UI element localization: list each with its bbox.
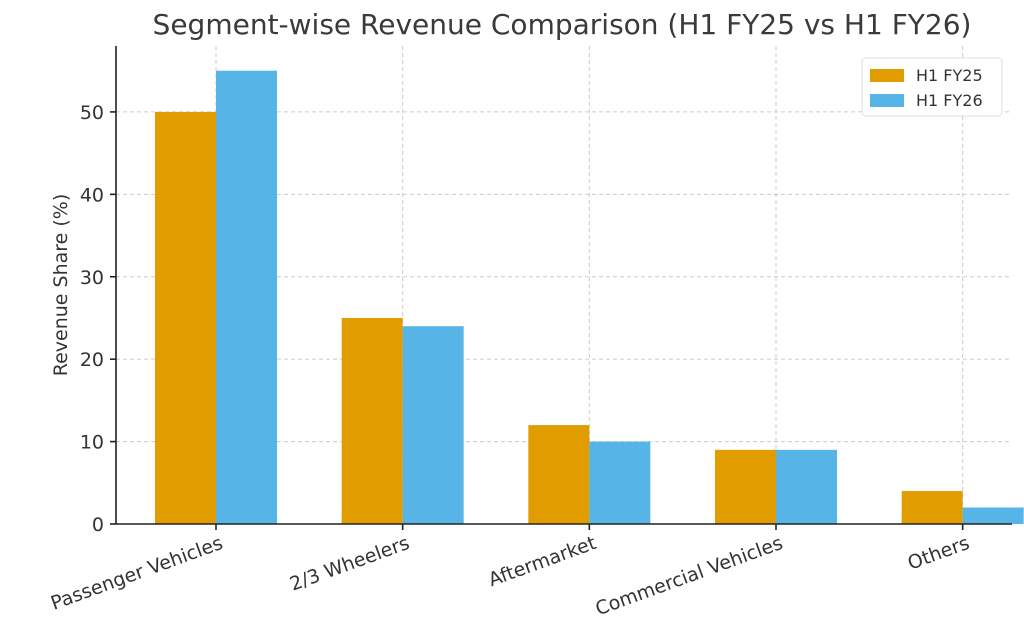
- y-tick-label-10: 10: [80, 432, 104, 454]
- x-tick-label-3: Commercial Vehicles: [593, 532, 786, 620]
- x-tick-label-1: 2/3 Wheelers: [287, 532, 412, 596]
- bar-h1-fy26-4: [962, 507, 1024, 524]
- bar-h1-fy26-1: [402, 326, 464, 524]
- bar-h1-fy25-0: [155, 111, 216, 525]
- y-axis-label: Revenue Share (%): [50, 194, 72, 377]
- bar-h1-fy25-3: [715, 449, 776, 524]
- y-tick-label-20: 20: [80, 349, 104, 371]
- y-tick-label-40: 40: [80, 184, 104, 206]
- bar-h1-fy25-2: [528, 425, 590, 524]
- legend-label-1: H1 FY26: [916, 91, 983, 110]
- x-tick-label-2: Aftermarket: [486, 532, 599, 591]
- bar-h1-fy26-2: [589, 441, 651, 524]
- bar-h1-fy26-3: [776, 449, 837, 524]
- legend: H1 FY25 H1 FY26: [861, 57, 1003, 117]
- y-tick-labels: 0 10 20 30 40 50: [80, 102, 116, 536]
- x-tick-label-4: Others: [905, 532, 973, 575]
- axes: [115, 46, 1012, 525]
- y-tick-label-50: 50: [80, 102, 104, 124]
- bar-h1-fy26-0: [216, 70, 277, 525]
- x-tick-label-0: Passenger Vehicles: [48, 532, 226, 615]
- y-tick-label-0: 0: [92, 514, 104, 536]
- bars: [155, 70, 1024, 525]
- bar-h1-fy25-4: [901, 491, 963, 524]
- chart-title: Segment-wise Revenue Comparison (H1 FY25…: [153, 8, 972, 41]
- legend-swatch-1: [870, 94, 904, 107]
- legend-swatch-0: [870, 69, 904, 82]
- x-tick-labels: Passenger Vehicles 2/3 Wheelers Aftermarke…: [48, 524, 972, 620]
- y-tick-label-30: 30: [80, 267, 104, 289]
- legend-label-0: H1 FY25: [916, 66, 983, 85]
- bar-h1-fy25-1: [341, 317, 403, 524]
